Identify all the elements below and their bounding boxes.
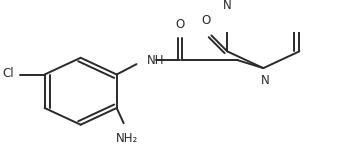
Text: O: O (175, 18, 185, 31)
Text: N: N (223, 0, 232, 12)
Text: N: N (261, 74, 270, 87)
Text: O: O (202, 14, 211, 28)
Text: NH₂: NH₂ (115, 132, 138, 145)
Text: NH: NH (146, 54, 164, 67)
Text: Cl: Cl (2, 67, 14, 80)
